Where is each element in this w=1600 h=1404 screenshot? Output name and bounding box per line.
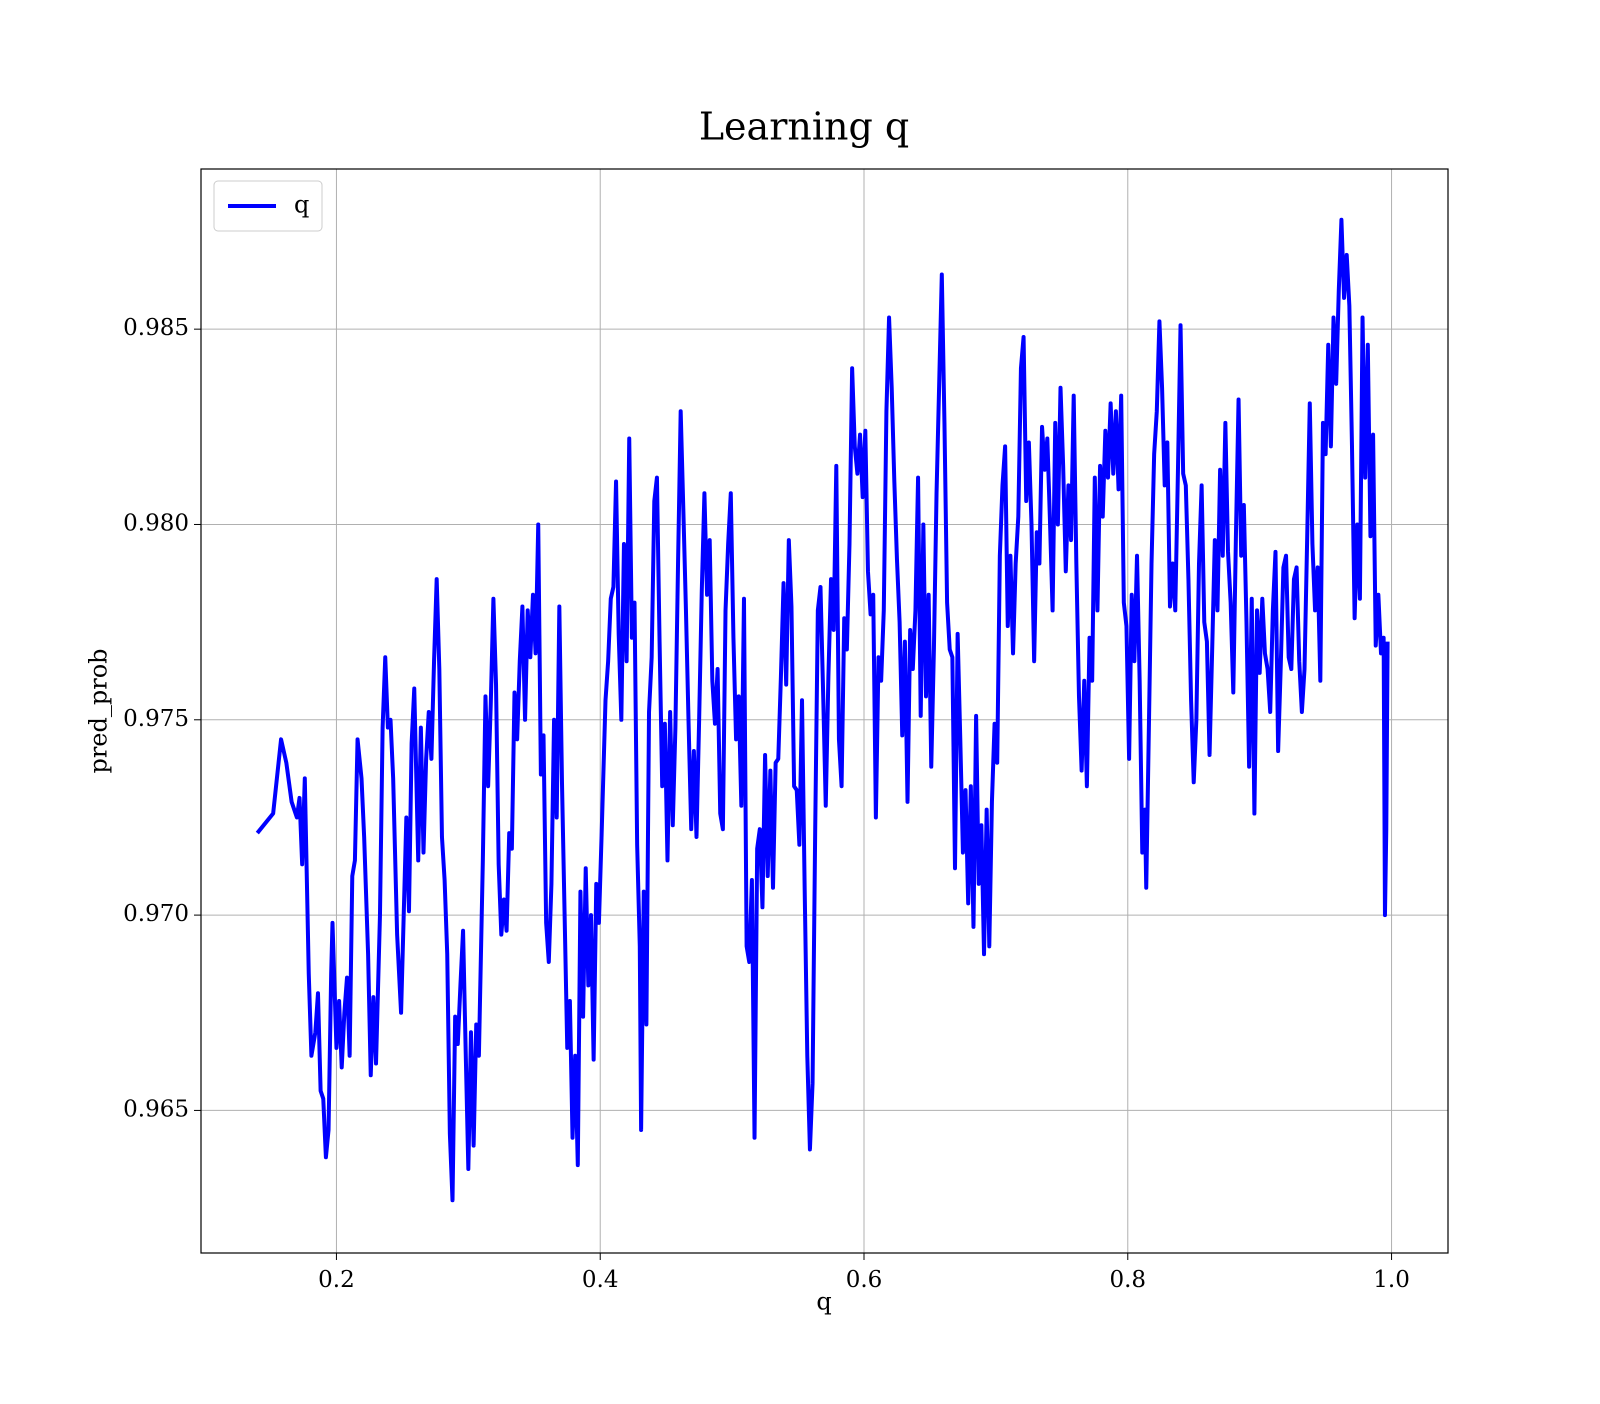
y-tick-label: 0.965 — [123, 1096, 189, 1122]
x-tick-label: 0.2 — [318, 1267, 355, 1293]
x-tick-label: 0.4 — [582, 1267, 619, 1293]
y-tick-label: 0.970 — [123, 901, 189, 927]
legend-label: q — [294, 191, 309, 219]
x-axis-label: q — [816, 1288, 831, 1316]
y-tick-label: 0.980 — [123, 510, 189, 536]
chart-title: Learning q — [699, 105, 909, 149]
x-tick-label: 0.6 — [846, 1267, 883, 1293]
x-tick-label: 1.0 — [1373, 1267, 1410, 1293]
x-tick-label: 0.8 — [1109, 1267, 1146, 1293]
y-tick-label: 0.985 — [123, 315, 189, 341]
y-axis-label: pred_prob — [85, 648, 113, 773]
plot-frame — [200, 168, 1449, 1254]
data-line — [255, 217, 1390, 1203]
y-tick-label: 0.975 — [123, 706, 189, 732]
